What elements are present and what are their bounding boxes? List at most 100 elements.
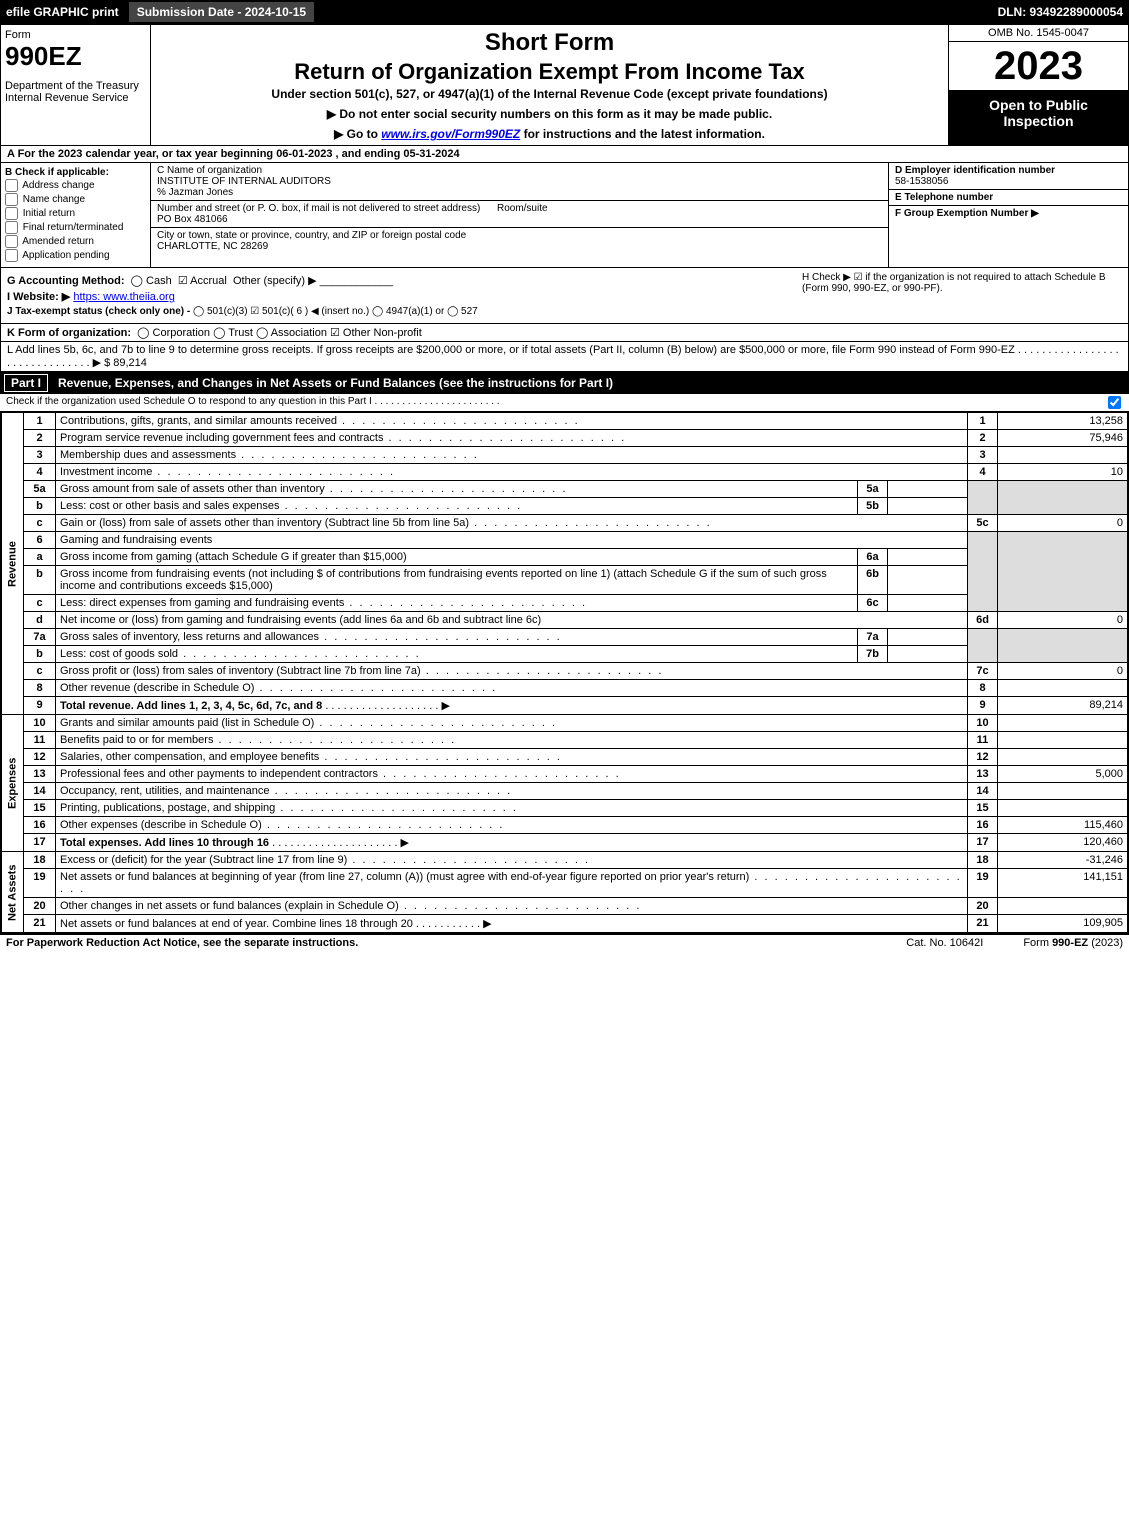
line-21-rval: 109,905: [998, 915, 1128, 933]
omb-number: OMB No. 1545-0047: [949, 25, 1128, 42]
e-label: E Telephone number: [895, 192, 993, 203]
top-bar: efile GRAPHIC print Submission Date - 20…: [0, 0, 1129, 24]
dept-label: Department of the Treasury Internal Reve…: [5, 80, 146, 104]
revenue-label: Revenue: [2, 413, 24, 715]
line-18-rval: -31,246: [998, 852, 1128, 869]
footer-cat: Cat. No. 10642I: [906, 937, 983, 949]
netassets-label: Net Assets: [2, 852, 24, 933]
line-6-desc: Gaming and fundraising events: [56, 532, 968, 549]
open-to-public: Open to Public Inspection: [949, 91, 1128, 145]
line-1-desc: Contributions, gifts, grants, and simila…: [56, 413, 968, 430]
line-5a-desc: Gross amount from sale of assets other t…: [56, 481, 858, 498]
line-1-num: 1: [24, 413, 56, 430]
lines-table: Revenue 1 Contributions, gifts, grants, …: [1, 412, 1128, 933]
part1-body: Revenue 1 Contributions, gifts, grants, …: [0, 412, 1129, 934]
part1-sub-checkbox[interactable]: [1108, 396, 1121, 409]
j-opts: ◯ 501(c)(3) ☑ 501(c)( 6 ) ◀ (insert no.)…: [193, 306, 478, 317]
c-org-name: INSTITUTE OF INTERNAL AUDITORS: [157, 176, 331, 187]
chk-address-change[interactable]: Address change: [5, 179, 146, 192]
chk-amended-return[interactable]: Amended return: [5, 235, 146, 248]
irs-link[interactable]: www.irs.gov/Form990EZ: [381, 127, 520, 141]
line-1-rval: 13,258: [998, 413, 1128, 430]
d-ein: D Employer identification number 58-1538…: [889, 163, 1128, 190]
e-phone: E Telephone number: [889, 190, 1128, 206]
line-4-desc: Investment income: [56, 464, 968, 481]
line-7c-rval: 0: [998, 663, 1128, 680]
row-bcdef: B Check if applicable: Address change Na…: [0, 163, 1129, 268]
row-a-text: A For the 2023 calendar year, or tax yea…: [7, 148, 460, 160]
chk-name-change[interactable]: Name change: [5, 193, 146, 206]
header-left: Form 990EZ Department of the Treasury In…: [1, 25, 151, 145]
form-word: Form: [5, 29, 146, 41]
line-5c-rval: 0: [998, 515, 1128, 532]
line-6b-desc: Gross income from fundraising events (no…: [56, 566, 858, 595]
form-header: Form 990EZ Department of the Treasury In…: [0, 24, 1129, 146]
part1-sub: Check if the organization used Schedule …: [0, 394, 1129, 412]
row-ghij: H Check ▶ ☑ if the organization is not r…: [0, 268, 1129, 324]
website-link[interactable]: https: www.theiia.org: [73, 291, 175, 303]
l-text: L Add lines 5b, 6c, and 7b to line 9 to …: [7, 344, 1119, 369]
line-3-desc: Membership dues and assessments: [56, 447, 968, 464]
i-label: I Website: ▶: [7, 291, 70, 303]
line-17-rval: 120,460: [998, 834, 1128, 852]
c-name-row: C Name of organization INSTITUTE OF INTE…: [151, 163, 888, 201]
j-tax-exempt: J Tax-exempt status (check only one) - ◯…: [7, 306, 1122, 317]
line-13-rval: 5,000: [998, 766, 1128, 783]
b-label: B Check if applicable:: [5, 167, 109, 178]
line-19-rval: 141,151: [998, 869, 1128, 898]
d-label: D Employer identification number: [895, 165, 1055, 176]
j-label: J Tax-exempt status (check only one) -: [7, 306, 190, 317]
c-care-of: % Jazman Jones: [157, 187, 233, 198]
row-k: K Form of organization: ◯ Corporation ◯ …: [0, 324, 1129, 342]
line-7b-desc: Less: cost of goods sold: [56, 646, 858, 663]
c-city-label: City or town, state or province, country…: [157, 230, 466, 241]
arrow-note-1: ▶ Do not enter social security numbers o…: [159, 107, 940, 121]
f-group-exemption: F Group Exemption Number ▶: [889, 206, 1128, 267]
chk-initial-return[interactable]: Initial return: [5, 207, 146, 220]
k-opts: ◯ Corporation ◯ Trust ◯ Association ☑ Ot…: [137, 327, 422, 339]
c-city: CHARLOTTE, NC 28269: [157, 241, 268, 252]
chk-application-pending[interactable]: Application pending: [5, 249, 146, 262]
c-street: PO Box 481066: [157, 214, 228, 225]
c-name-label: C Name of organization: [157, 165, 262, 176]
line-5c-desc: Gain or (loss) from sale of assets other…: [56, 515, 968, 532]
part1-title: Revenue, Expenses, and Changes in Net As…: [58, 376, 613, 390]
col-def: D Employer identification number 58-1538…: [888, 163, 1128, 267]
header-center: Short Form Return of Organization Exempt…: [151, 25, 948, 145]
c-street-row: Number and street (or P. O. box, if mail…: [151, 201, 888, 228]
part1-header: Part I Revenue, Expenses, and Changes in…: [0, 372, 1129, 394]
footer-left: For Paperwork Reduction Act Notice, see …: [6, 937, 358, 949]
c-city-row: City or town, state or province, country…: [151, 228, 888, 254]
row-l: L Add lines 5b, 6c, and 7b to line 9 to …: [0, 342, 1129, 372]
line-5b-desc: Less: cost or other basis and sales expe…: [56, 498, 858, 515]
line-6c-desc: Less: direct expenses from gaming and fu…: [56, 595, 858, 612]
main-title: Return of Organization Exempt From Incom…: [159, 59, 940, 85]
arrow-note-2: ▶ Go to www.irs.gov/Form990EZ for instru…: [159, 127, 940, 141]
col-b-checkboxes: B Check if applicable: Address change Na…: [1, 163, 151, 267]
submission-date: Submission Date - 2024-10-15: [129, 2, 314, 22]
footer-form: Form 990-EZ (2023): [1023, 937, 1123, 949]
c-room-label: Room/suite: [497, 203, 548, 214]
col-c-org: C Name of organization INSTITUTE OF INTE…: [151, 163, 888, 267]
dln-label: DLN: 93492289000054: [992, 5, 1129, 19]
h-schedule-b: H Check ▶ ☑ if the organization is not r…: [802, 272, 1122, 294]
line-9-rval: 89,214: [998, 697, 1128, 715]
short-form-title: Short Form: [159, 29, 940, 57]
tax-year: 2023: [949, 42, 1128, 91]
g-label: G Accounting Method:: [7, 275, 125, 287]
chk-final-return[interactable]: Final return/terminated: [5, 221, 146, 234]
k-label: K Form of organization:: [7, 327, 131, 339]
line-6d-desc: Net income or (loss) from gaming and fun…: [56, 612, 968, 629]
line-1-rnum: 1: [968, 413, 998, 430]
part1-label: Part I: [4, 374, 48, 392]
line-7c-desc: Gross profit or (loss) from sales of inv…: [56, 663, 968, 680]
line-4-rval: 10: [998, 464, 1128, 481]
part1-sub-text: Check if the organization used Schedule …: [6, 396, 1108, 409]
efile-label[interactable]: efile GRAPHIC print: [0, 5, 125, 19]
subtitle: Under section 501(c), 527, or 4947(a)(1)…: [159, 87, 940, 101]
line-16-rval: 115,460: [998, 817, 1128, 834]
line-10-desc: Grants and similar amounts paid (list in…: [56, 715, 968, 732]
form-number: 990EZ: [5, 41, 146, 72]
line-2-desc: Program service revenue including govern…: [56, 430, 968, 447]
row-a-tax-year: A For the 2023 calendar year, or tax yea…: [0, 146, 1129, 163]
